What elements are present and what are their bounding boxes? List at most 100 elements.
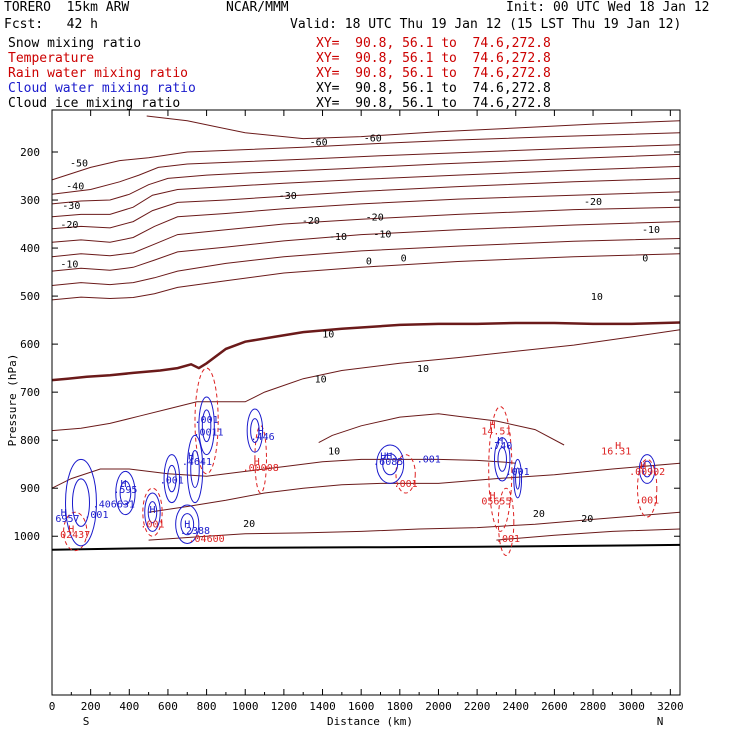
contour-labels: -60 -60 -50 -40 -30 -30 -20 -20 -20 -20 -10 -10 -10 -… bbox=[55, 134, 665, 545]
temperature-contour bbox=[51, 238, 681, 286]
temperature-contours bbox=[51, 115, 681, 551]
x-tick-label: 800 bbox=[197, 700, 217, 713]
cloud-contour bbox=[198, 396, 215, 456]
y-axis-label: Pressure (hPa) bbox=[6, 354, 19, 447]
header-model: TORERO 15km ARW bbox=[4, 0, 130, 15]
temperature-contour-label: 0 bbox=[366, 257, 372, 268]
temperature-contour bbox=[51, 458, 516, 489]
temperature-contour-label: -60 bbox=[310, 137, 328, 148]
temperature-contour-label: 20 bbox=[243, 519, 255, 530]
cloud-contour bbox=[497, 447, 507, 472]
cloud-contour bbox=[190, 450, 200, 488]
temperature-contour bbox=[51, 321, 681, 382]
y-tick-label: 800 bbox=[20, 434, 40, 447]
field-xs-cloud-ice: XY= 90.8, 56.1 to 74.6,272.8 bbox=[316, 96, 551, 111]
header-center: NCAR/MMM bbox=[226, 0, 289, 15]
temperature-contour bbox=[318, 413, 565, 446]
rain-maximum-label: 05655 bbox=[481, 497, 511, 508]
header-init: Init: 00 UTC Wed 18 Jan 12 bbox=[506, 0, 710, 15]
y-tick-label: 700 bbox=[20, 386, 40, 399]
x-tick-label: 1800 bbox=[387, 700, 414, 713]
rain-maximum-label: 02437 bbox=[60, 530, 90, 541]
cloud-contour bbox=[180, 513, 195, 536]
rain-maximum-label: .001 bbox=[496, 534, 520, 545]
x-tick-label: 2400 bbox=[503, 700, 530, 713]
x-tick-label: 400 bbox=[119, 700, 139, 713]
field-label-temperature: Temperature bbox=[8, 51, 95, 66]
rain-maximum-label: .00008 bbox=[243, 463, 279, 474]
temperature-contour bbox=[148, 511, 681, 541]
cloud-maximum-label: 6957 bbox=[55, 514, 79, 525]
y-tick-label: 400 bbox=[20, 242, 40, 255]
rain-maximum-label: .001 bbox=[635, 496, 659, 507]
rain-contour bbox=[395, 454, 416, 494]
cloud-contour bbox=[513, 458, 523, 499]
rain-maximum-label: H bbox=[640, 461, 646, 472]
north-end-label: N bbox=[657, 715, 664, 728]
field-xs-temperature: XY= 90.8, 56.1 to 74.6,272.8 bbox=[316, 51, 551, 66]
rain-contours bbox=[63, 367, 658, 556]
cloud-maximum-label: .406631 bbox=[93, 499, 135, 510]
x-tick-label: 200 bbox=[81, 700, 101, 713]
cloud-contour bbox=[638, 454, 656, 484]
cloud-maximum-label: H bbox=[258, 426, 264, 437]
cloud-contour bbox=[250, 418, 260, 443]
cloud-maximum-label: H bbox=[497, 436, 503, 447]
temperature-contour-label: 10 bbox=[315, 375, 327, 386]
south-end-label: S bbox=[83, 715, 90, 728]
rain-maximum-label: .00902 bbox=[629, 467, 665, 478]
temperature-contour bbox=[51, 253, 681, 301]
cloud-contour bbox=[147, 501, 158, 524]
cloud-maximum-label: .595 bbox=[113, 485, 137, 496]
rain-contour bbox=[142, 487, 163, 537]
x-tick-label: 1000 bbox=[232, 700, 259, 713]
temperature-contour-label: -20 bbox=[60, 220, 78, 231]
cloud-maximum-label: HH bbox=[380, 451, 392, 462]
temperature-contour-label: 10 bbox=[322, 330, 334, 341]
cloud-maximum-label: H bbox=[120, 479, 126, 490]
x-tick-label: 0 bbox=[49, 700, 56, 713]
x-tick-label: 2000 bbox=[425, 700, 452, 713]
cloud-maximum-label: .001 bbox=[506, 467, 530, 478]
temperature-contour-label: -60 bbox=[364, 134, 382, 145]
field-label-cloud-water: Cloud water mixing ratio bbox=[8, 81, 196, 96]
x-tick-label: 1400 bbox=[309, 700, 336, 713]
rain-maximum-label: H bbox=[490, 421, 496, 432]
temperature-contour-label: -20 bbox=[366, 212, 384, 223]
y-tick-label: 300 bbox=[20, 194, 40, 207]
temperature-contour bbox=[148, 462, 681, 513]
cloud-contour bbox=[115, 470, 136, 516]
cloud-contour bbox=[246, 408, 264, 453]
y-tick-label: 900 bbox=[20, 482, 40, 495]
header-fcst: Fcst: 42 h bbox=[4, 17, 98, 32]
cloud-contour bbox=[186, 434, 204, 504]
ground-line bbox=[51, 543, 681, 551]
temperature-contour-label: -50 bbox=[70, 159, 88, 170]
field-label-cloud-ice: Cloud ice mixing ratio bbox=[8, 96, 181, 111]
temperature-contour bbox=[51, 177, 681, 230]
temperature-contour-label: 10 bbox=[591, 292, 603, 303]
rain-maximum-label: H bbox=[68, 524, 74, 535]
cloud-maximum-label: .0011 bbox=[193, 427, 223, 438]
temperature-contour-label: -10 bbox=[642, 225, 660, 236]
cloud-maximum-label: H bbox=[149, 505, 155, 516]
cloud-contour bbox=[71, 478, 90, 527]
cloud-maximum-label: .2388 bbox=[180, 526, 210, 537]
cloud-maximum-label: .001 bbox=[195, 415, 219, 426]
cloud-maximum-label: .6085 bbox=[373, 457, 403, 468]
cloud-contour bbox=[376, 444, 405, 484]
temperature-contour bbox=[51, 144, 681, 195]
temperature-contour bbox=[51, 206, 681, 258]
temperature-contour-label: -20 bbox=[584, 197, 602, 208]
y-tick-label: 200 bbox=[20, 146, 40, 159]
temperature-contour-label: 10 bbox=[328, 447, 340, 458]
cloud-maximum-label: .001 bbox=[84, 510, 108, 521]
cloud-contour bbox=[119, 480, 132, 506]
rain-maximum-label: H bbox=[615, 441, 621, 452]
cloud-contour bbox=[382, 453, 399, 476]
x-tick-label: 2600 bbox=[541, 700, 568, 713]
temperature-contour-label: -40 bbox=[66, 182, 84, 193]
cloud-contour bbox=[163, 454, 181, 504]
temperature-contour-label: -10 bbox=[373, 230, 391, 241]
cloud-contour bbox=[167, 464, 177, 493]
